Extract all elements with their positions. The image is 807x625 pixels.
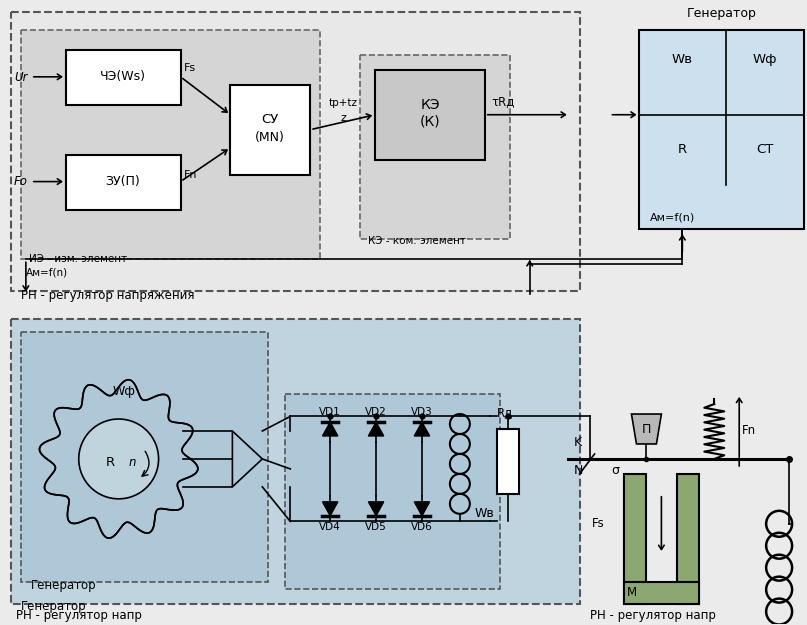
- Text: VD4: VD4: [320, 522, 341, 532]
- Bar: [21, 30, 320, 259]
- Bar: [286, 394, 500, 589]
- Polygon shape: [323, 502, 338, 516]
- Text: Ur: Ur: [14, 71, 27, 84]
- Text: (MN): (MN): [255, 131, 285, 144]
- Text: VD1: VD1: [320, 407, 341, 417]
- Bar: [66, 154, 181, 209]
- Text: VD5: VD5: [366, 522, 387, 532]
- Text: КЭ - ком. элемент: КЭ - ком. элемент: [368, 236, 466, 246]
- Text: VD3: VD3: [411, 407, 433, 417]
- Text: Wф: Wф: [753, 53, 777, 66]
- Text: R: R: [678, 143, 687, 156]
- Polygon shape: [368, 502, 384, 516]
- Text: КЭ: КЭ: [420, 98, 440, 112]
- Text: τRд: τRд: [491, 95, 515, 108]
- Text: Генератор: Генератор: [686, 7, 756, 20]
- Text: Rд: Rд: [497, 406, 513, 419]
- Text: ЗУ(П): ЗУ(П): [105, 175, 140, 188]
- Polygon shape: [631, 414, 662, 444]
- Bar: [375, 70, 485, 159]
- Text: РН - регулятор напр: РН - регулятор напр: [590, 609, 716, 622]
- Polygon shape: [368, 422, 384, 436]
- Text: Wф: Wф: [112, 384, 135, 398]
- Text: M: M: [626, 586, 637, 599]
- Polygon shape: [414, 422, 429, 436]
- Bar: [625, 474, 646, 604]
- Bar: [625, 582, 700, 604]
- Bar: [11, 319, 579, 604]
- Text: П: П: [642, 422, 651, 436]
- Text: Wв: Wв: [672, 53, 693, 66]
- Bar: [11, 12, 579, 291]
- Text: СТ: СТ: [756, 143, 774, 156]
- Text: Fs: Fs: [183, 63, 195, 73]
- Text: Fo: Fo: [14, 175, 28, 188]
- Text: z: z: [341, 112, 346, 123]
- Text: R: R: [106, 456, 115, 469]
- Bar: [231, 85, 310, 174]
- Text: n: n: [129, 456, 136, 469]
- Polygon shape: [414, 502, 429, 516]
- Text: РН - регулятор напр: РН - регулятор напр: [16, 609, 142, 622]
- Polygon shape: [40, 380, 198, 538]
- Polygon shape: [323, 422, 338, 436]
- Text: VD6: VD6: [411, 522, 433, 532]
- Text: Fs: Fs: [592, 518, 604, 530]
- Bar: [360, 55, 510, 239]
- Bar: [21, 332, 268, 582]
- Bar: [639, 30, 804, 229]
- Text: Fn: Fn: [742, 424, 756, 438]
- Text: K: K: [574, 436, 582, 449]
- Bar: [66, 50, 181, 105]
- Text: Fn: Fn: [183, 169, 197, 179]
- Text: (К): (К): [420, 115, 441, 129]
- Polygon shape: [232, 431, 262, 487]
- Circle shape: [79, 419, 158, 499]
- Text: tp+tz: tp+tz: [328, 98, 358, 107]
- Text: ИЭ - изм. элемент: ИЭ - изм. элемент: [29, 254, 127, 264]
- Text: РН - регулятор напряжения: РН - регулятор напряжения: [21, 289, 194, 302]
- Text: ЧЭ(Ws): ЧЭ(Ws): [99, 71, 145, 83]
- Text: СУ: СУ: [261, 113, 279, 126]
- Text: VD2: VD2: [366, 407, 387, 417]
- Text: Ам=f(n): Ам=f(n): [26, 268, 68, 278]
- Bar: [677, 474, 700, 604]
- Text: σ: σ: [612, 464, 620, 477]
- Text: N: N: [574, 464, 583, 477]
- Text: Генератор: Генератор: [31, 579, 97, 592]
- Text: Wв: Wв: [475, 508, 495, 520]
- Bar: [497, 429, 519, 494]
- Text: Ам=f(n): Ам=f(n): [650, 213, 695, 222]
- Text: Генератор: Генератор: [21, 599, 86, 612]
